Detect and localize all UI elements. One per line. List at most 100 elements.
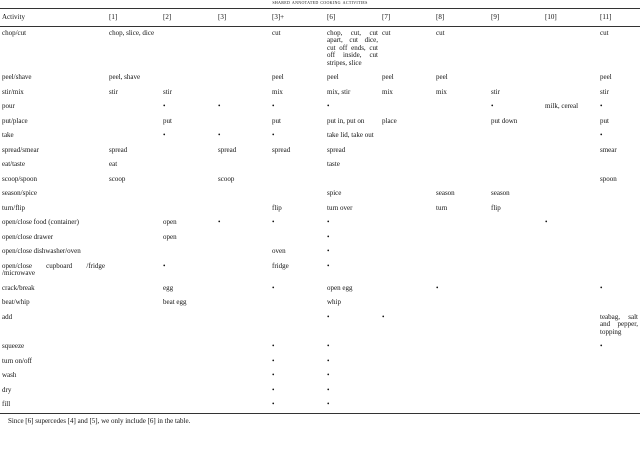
empty-cell xyxy=(161,187,216,202)
table-cell: turn over xyxy=(327,203,353,212)
empty-cell xyxy=(489,260,543,282)
table-row: add • • teabag, salt and pepper, topping xyxy=(0,311,640,341)
activity-cell: eat/taste xyxy=(2,160,25,168)
table-row: season/spice spice season season xyxy=(0,187,640,202)
empty-cell xyxy=(543,369,598,384)
empty-cell xyxy=(216,86,270,101)
empty-cell xyxy=(270,173,325,188)
empty-cell xyxy=(489,384,543,399)
table-cell: place xyxy=(382,116,397,125)
empty-cell xyxy=(216,282,270,297)
empty-cell xyxy=(216,202,270,217)
empty-cell xyxy=(543,245,598,260)
empty-cell xyxy=(216,26,270,71)
table-cell: spread xyxy=(218,145,237,154)
empty-cell xyxy=(325,173,380,188)
activity-cell: season/spice xyxy=(2,189,37,197)
empty-cell xyxy=(434,173,489,188)
table-body: chop/cut chop, slice, dice cut chop, cut, c… xyxy=(0,26,640,414)
empty-cell xyxy=(161,158,216,173)
empty-cell xyxy=(598,384,640,399)
empty-cell xyxy=(161,71,216,86)
table-row: squeeze • • • xyxy=(0,340,640,355)
empty-cell xyxy=(161,144,216,159)
table-cell: • xyxy=(218,131,221,139)
empty-cell xyxy=(598,296,640,311)
empty-cell xyxy=(489,144,543,159)
table-cell: scoop xyxy=(218,174,235,183)
table-cell: mix xyxy=(436,87,447,96)
table-cell: • xyxy=(327,342,330,350)
table-cell: • xyxy=(272,131,275,139)
activity-cell: pour xyxy=(2,102,15,110)
empty-cell xyxy=(543,311,598,341)
footnote: Since [6] supercedes [4] and [5], we onl… xyxy=(8,416,191,425)
empty-cell xyxy=(380,187,434,202)
empty-cell xyxy=(543,202,598,217)
empty-cell xyxy=(434,311,489,341)
table-cell: chop, slice, dice xyxy=(109,28,155,37)
empty-cell xyxy=(107,202,161,217)
empty-cell xyxy=(107,245,161,260)
empty-cell xyxy=(489,340,543,355)
activity-cell: peel/shave xyxy=(2,73,32,81)
empty-cell xyxy=(107,115,161,130)
table-cell: • xyxy=(436,283,439,292)
table-cell: spice xyxy=(327,189,342,197)
empty-cell xyxy=(161,340,216,355)
empty-cell xyxy=(216,245,270,260)
table-cell: spread xyxy=(327,145,346,154)
empty-cell xyxy=(489,216,543,231)
table-cell: open egg xyxy=(327,283,353,292)
empty-cell xyxy=(434,245,489,260)
table-cell: put down xyxy=(491,116,518,125)
column-header: [6] xyxy=(325,8,380,27)
activity-cell: put/place xyxy=(2,116,28,125)
activity-cell: fill xyxy=(0,398,107,414)
table-cell: put in, put on xyxy=(327,116,365,125)
table-cell: beat egg xyxy=(163,298,187,306)
empty-cell xyxy=(161,311,216,341)
empty-cell xyxy=(543,231,598,246)
table-cell: put xyxy=(272,116,281,125)
empty-cell xyxy=(489,26,543,71)
empty-cell xyxy=(543,86,598,101)
empty-cell xyxy=(380,245,434,260)
empty-cell xyxy=(598,245,640,260)
empty-cell xyxy=(489,296,543,311)
table-cell: chop, cut, cut apart, cut dice, cut off … xyxy=(327,28,378,67)
empty-cell xyxy=(380,144,434,159)
activity-cell: crack/break xyxy=(2,283,35,292)
empty-cell xyxy=(270,158,325,173)
empty-cell xyxy=(543,260,598,282)
empty-cell xyxy=(380,129,434,144)
empty-cell xyxy=(434,296,489,311)
table-row: open/close food (container) open • • • • xyxy=(0,216,640,231)
activity-cell: beat/whip xyxy=(2,298,30,306)
empty-cell xyxy=(161,26,216,71)
table-cell: cut xyxy=(272,28,281,37)
empty-cell xyxy=(543,26,598,71)
empty-cell xyxy=(380,260,434,282)
empty-cell xyxy=(107,216,161,231)
table-row: open/close drawer open • xyxy=(0,231,640,246)
empty-cell xyxy=(216,296,270,311)
empty-cell xyxy=(107,355,161,370)
table-row: stir/mix stir stir mix mix, stir mix mix stir st… xyxy=(0,86,640,101)
empty-cell xyxy=(107,384,161,399)
column-header: [8] xyxy=(434,8,489,27)
activity-cell: turn/flip xyxy=(2,203,25,212)
header-row: Activity [1] [2] [3] [3]+ [6] [7] [8] [9] [10] [11… xyxy=(0,8,640,27)
empty-cell xyxy=(107,129,161,144)
table-cell: • xyxy=(600,131,603,139)
table-cell: egg xyxy=(163,283,174,292)
table-cell: flip xyxy=(272,203,282,212)
table-cell: peel xyxy=(436,73,448,81)
empty-cell xyxy=(270,187,325,202)
table-cell: • xyxy=(272,342,275,350)
table-cell: oven xyxy=(272,247,286,255)
activity-cell: scoop/spoon xyxy=(2,174,37,183)
empty-cell xyxy=(489,245,543,260)
table-row: beat/whip beat egg whip xyxy=(0,296,640,311)
